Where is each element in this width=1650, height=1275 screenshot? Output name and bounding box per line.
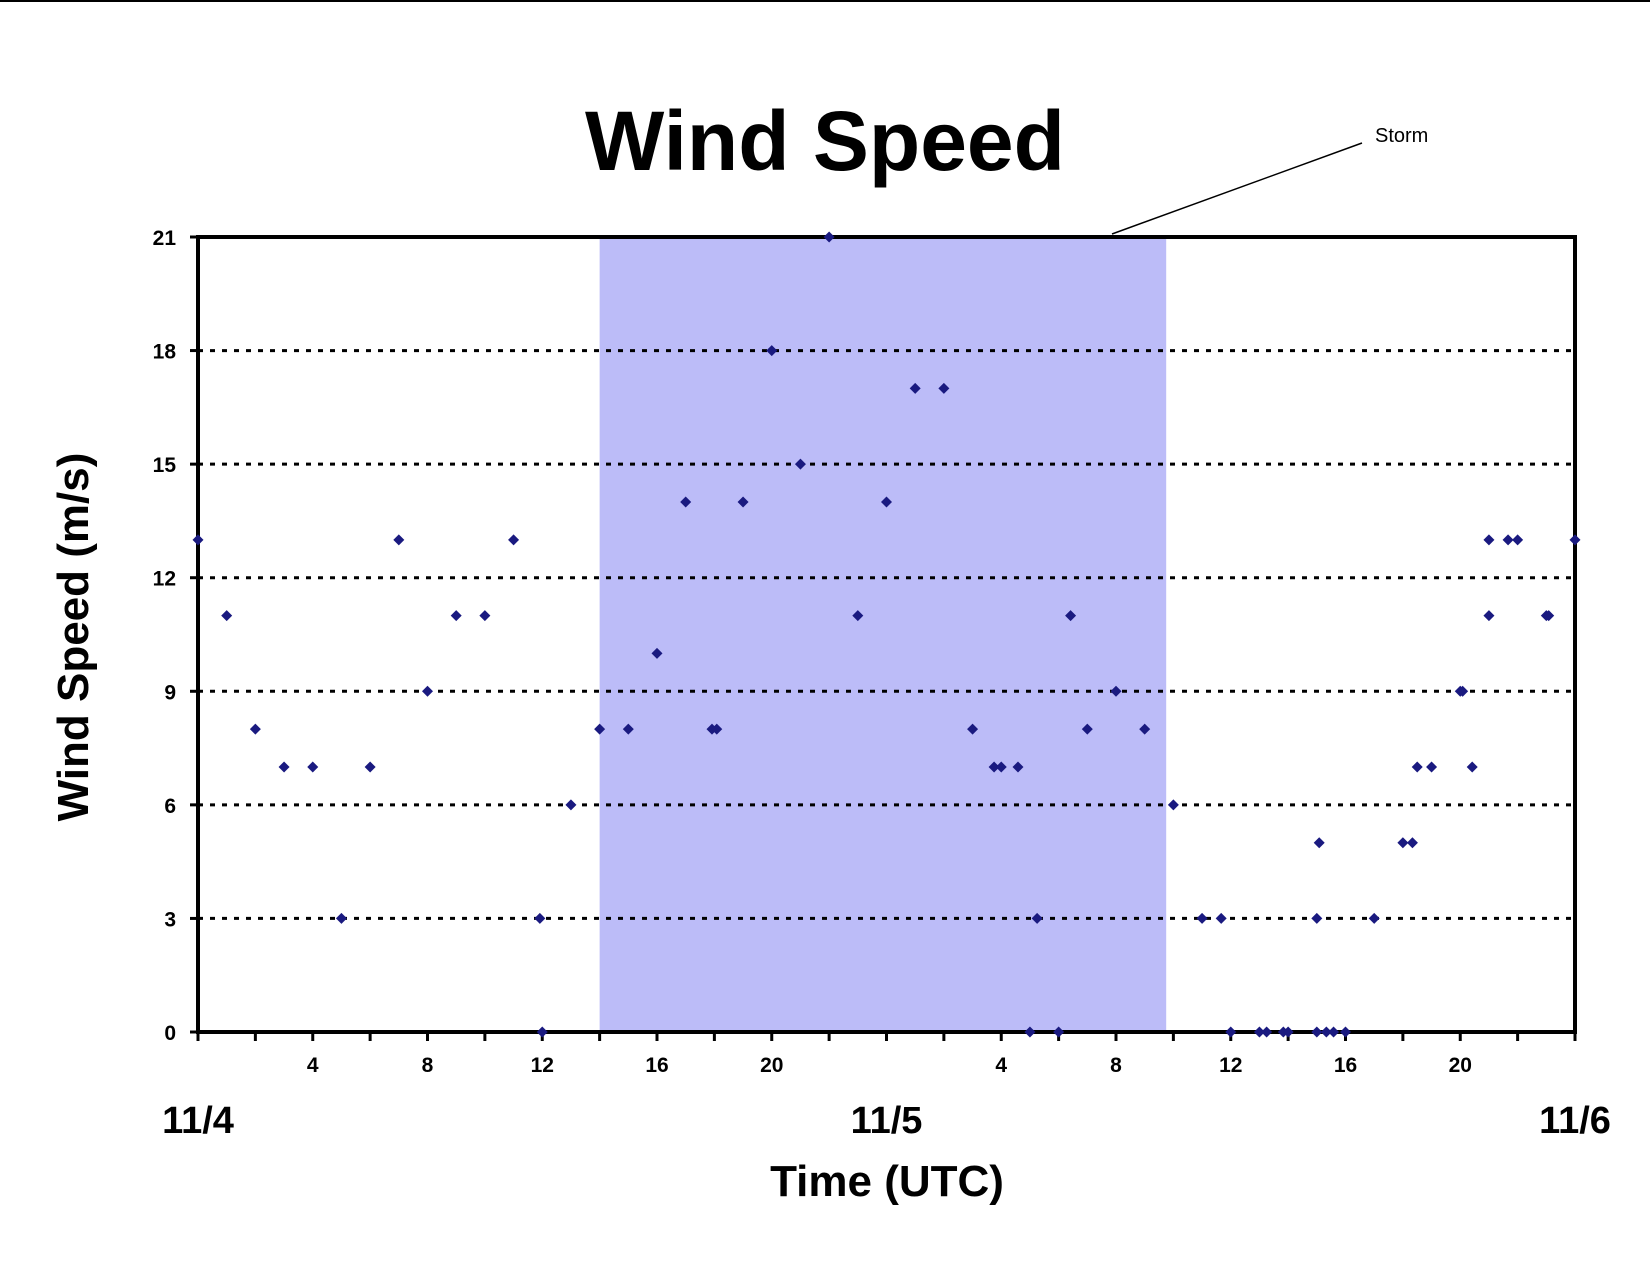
y-axis-title: Wind Speed (m/s) bbox=[49, 453, 98, 822]
data-point bbox=[479, 610, 491, 622]
chart-title: Wind Speed bbox=[585, 94, 1065, 188]
data-point bbox=[1024, 1026, 1036, 1038]
data-point bbox=[192, 534, 204, 546]
storm-band bbox=[599, 237, 1167, 1032]
data-point bbox=[1012, 761, 1024, 773]
ytick-label-18: 18 bbox=[153, 341, 177, 364]
data-point bbox=[1311, 912, 1323, 924]
xtick-label: 4 bbox=[307, 1054, 319, 1077]
data-point bbox=[995, 761, 1007, 773]
data-point bbox=[1483, 610, 1495, 622]
data-point bbox=[393, 534, 405, 546]
data-point bbox=[794, 458, 806, 470]
data-point bbox=[364, 761, 376, 773]
data-point bbox=[249, 723, 261, 735]
data-point bbox=[680, 496, 692, 508]
day-label: 11/5 bbox=[851, 1100, 923, 1142]
storm-annotation-leader bbox=[1111, 142, 1363, 235]
data-point bbox=[1215, 912, 1227, 924]
ytick-label-21: 21 bbox=[153, 227, 177, 250]
data-point bbox=[651, 647, 663, 659]
xtick-label: 16 bbox=[1334, 1054, 1357, 1077]
data-point bbox=[1368, 912, 1380, 924]
data-point bbox=[1328, 1026, 1340, 1038]
data-point bbox=[536, 1026, 548, 1038]
x-axis-title: Time (UTC) bbox=[770, 1157, 1004, 1206]
data-point bbox=[1502, 534, 1514, 546]
data-point bbox=[1225, 1026, 1237, 1038]
data-point bbox=[1466, 761, 1478, 773]
ytick-label-3: 3 bbox=[164, 908, 176, 931]
data-point bbox=[852, 610, 864, 622]
xtick-label: 16 bbox=[645, 1054, 668, 1077]
data-point bbox=[1483, 534, 1495, 546]
data-point bbox=[450, 610, 462, 622]
y-axis-ticks: 0 3 6 9 12 15 18 21 bbox=[153, 227, 198, 1045]
data-point bbox=[737, 496, 749, 508]
xtick-label: 20 bbox=[760, 1054, 783, 1077]
data-point bbox=[335, 912, 347, 924]
data-point bbox=[508, 534, 520, 546]
data-point bbox=[1081, 723, 1093, 735]
ytick-label-9: 9 bbox=[164, 681, 176, 704]
data-point bbox=[534, 912, 546, 924]
data-point bbox=[1167, 799, 1179, 811]
data-point bbox=[823, 231, 835, 243]
xtick-label: 8 bbox=[1110, 1054, 1122, 1077]
data-point bbox=[988, 761, 1000, 773]
scatter-points bbox=[192, 231, 1581, 1038]
xtick-label: 12 bbox=[1219, 1054, 1242, 1077]
data-point bbox=[1569, 534, 1581, 546]
data-point bbox=[1512, 534, 1524, 546]
data-point bbox=[1139, 723, 1151, 735]
data-point bbox=[1397, 837, 1409, 849]
data-point bbox=[711, 723, 723, 735]
data-point bbox=[967, 723, 979, 735]
xtick-label: 20 bbox=[1449, 1054, 1472, 1077]
data-point bbox=[1253, 1026, 1265, 1038]
data-point bbox=[1411, 761, 1423, 773]
ytick-label-0: 0 bbox=[164, 1022, 176, 1045]
storm-annotation-label: Storm bbox=[1375, 125, 1428, 147]
data-point bbox=[594, 723, 606, 735]
data-point bbox=[1196, 912, 1208, 924]
data-point bbox=[1320, 1026, 1332, 1038]
data-point bbox=[1053, 1026, 1065, 1038]
data-point bbox=[938, 382, 950, 394]
data-point bbox=[909, 382, 921, 394]
data-point bbox=[1031, 912, 1043, 924]
xtick-label: 12 bbox=[531, 1054, 554, 1077]
day-label: 11/6 bbox=[1539, 1100, 1611, 1142]
data-point bbox=[1426, 761, 1438, 773]
data-point bbox=[1340, 1026, 1351, 1038]
data-point bbox=[766, 345, 778, 357]
data-point bbox=[1261, 1026, 1273, 1038]
xtick-label: 4 bbox=[995, 1054, 1007, 1077]
data-point bbox=[1282, 1026, 1294, 1038]
x-axis-day-labels: 11/4 11/5 11/6 bbox=[162, 1100, 1611, 1142]
day-label: 11/4 bbox=[162, 1100, 234, 1142]
data-point bbox=[307, 761, 319, 773]
data-point bbox=[1110, 685, 1122, 697]
xtick-label: 8 bbox=[422, 1054, 434, 1077]
data-point bbox=[1065, 610, 1077, 622]
data-point bbox=[881, 496, 892, 508]
data-point bbox=[1313, 837, 1325, 849]
data-point bbox=[1406, 837, 1418, 849]
data-point bbox=[221, 610, 233, 622]
ytick-label-12: 12 bbox=[153, 568, 176, 591]
x-axis-ticks: 4 8 12 16 20 4 8 12 16 20 bbox=[196, 1032, 1577, 1077]
data-point bbox=[1543, 610, 1555, 622]
ytick-label-15: 15 bbox=[153, 454, 177, 477]
data-point bbox=[565, 799, 577, 811]
data-point bbox=[278, 761, 290, 773]
data-point bbox=[1457, 685, 1469, 697]
ytick-label-6: 6 bbox=[164, 795, 176, 818]
data-point bbox=[622, 723, 634, 735]
data-point bbox=[422, 685, 433, 697]
data-point bbox=[1311, 1026, 1323, 1038]
